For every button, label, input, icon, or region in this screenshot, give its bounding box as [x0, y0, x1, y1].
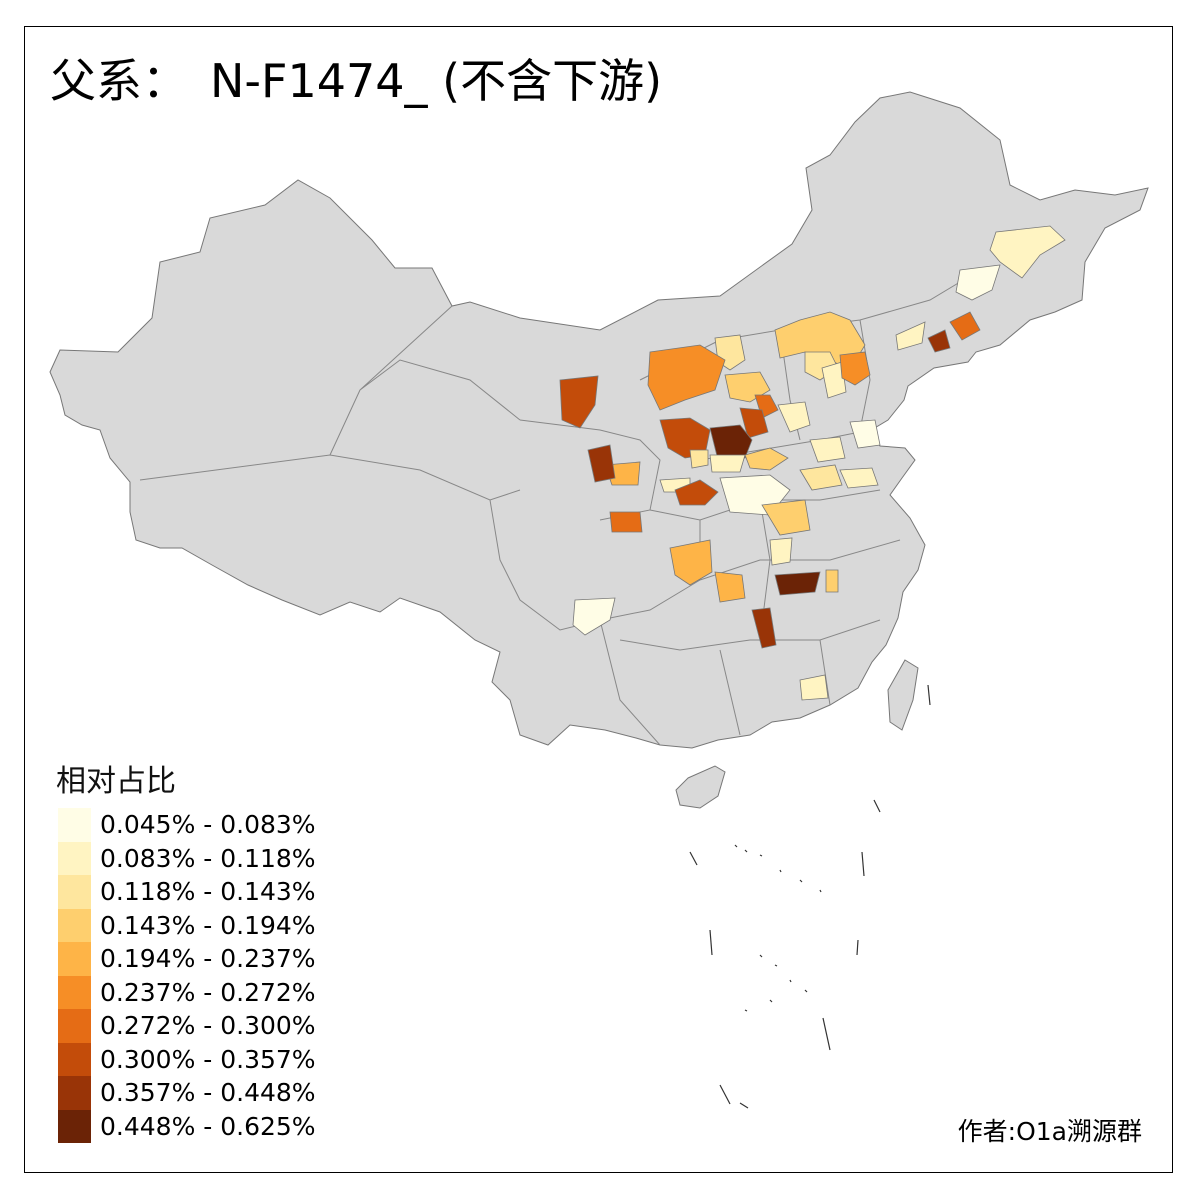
- region-18: [744, 447, 789, 471]
- map-title: 父系： N-F1474_ (不含下游): [50, 58, 662, 104]
- legend-item: 0.083% - 0.118%: [58, 841, 316, 875]
- legend-label: 0.143% - 0.194%: [100, 910, 316, 940]
- legend-swatch: [58, 942, 91, 976]
- legend-item: 0.237% - 0.272%: [58, 975, 316, 1009]
- region-14: [777, 401, 811, 433]
- region-26: [809, 436, 846, 463]
- legend-swatch: [58, 1042, 91, 1076]
- region-36: [751, 607, 777, 649]
- region-7: [821, 361, 847, 399]
- region-3: [927, 329, 951, 353]
- region-37: [572, 597, 616, 636]
- region-17: [709, 454, 746, 473]
- region-35: [825, 569, 839, 593]
- legend-label: 0.194% - 0.237%: [100, 944, 316, 974]
- taiwan-island: [887, 659, 919, 731]
- legend-label: 0.237% - 0.272%: [100, 977, 316, 1007]
- region-30: [674, 479, 719, 506]
- title-haplogroup: N-F1474_ (不含下游): [210, 54, 663, 108]
- legend-item: 0.118% - 0.143%: [58, 875, 316, 909]
- region-19: [559, 375, 599, 429]
- legend-label: 0.300% - 0.357%: [100, 1044, 316, 1074]
- author-credit: 作者:O1a溯源群: [957, 1117, 1142, 1146]
- legend-label: 0.357% - 0.448%: [100, 1078, 316, 1108]
- legend-swatch: [58, 875, 91, 909]
- legend-label: 0.272% - 0.300%: [100, 1011, 316, 1041]
- region-1: [955, 264, 1001, 301]
- legend-swatch: [58, 808, 91, 842]
- legend-item: 0.357% - 0.448%: [58, 1076, 316, 1110]
- region-2: [895, 321, 926, 351]
- hainan-island: [675, 765, 726, 809]
- legend-swatch: [58, 1009, 91, 1043]
- legend-swatch: [58, 908, 91, 942]
- region-29: [609, 511, 643, 533]
- legend-swatch: [58, 975, 91, 1009]
- region-13: [739, 407, 769, 439]
- region-22: [587, 444, 616, 483]
- legend-item: 0.194% - 0.237%: [58, 942, 316, 976]
- region-33: [714, 571, 746, 603]
- legend-item: 0.300% - 0.357%: [58, 1042, 316, 1076]
- region-39: [689, 449, 709, 469]
- title-prefix: 父系：: [50, 54, 188, 108]
- legend-label: 0.448% - 0.625%: [100, 1111, 316, 1141]
- china-mainland: [49, 91, 1149, 749]
- legend: 0.045% - 0.083% 0.083% - 0.118% 0.118% - 0…: [58, 808, 316, 1143]
- south-sea-islands: [689, 684, 931, 1109]
- legend-swatch: [58, 1109, 91, 1143]
- region-32: [769, 537, 793, 566]
- legend-label: 0.045% - 0.083%: [100, 810, 316, 840]
- region-31: [669, 539, 713, 586]
- region-38: [799, 674, 829, 701]
- region-8: [839, 351, 871, 386]
- region-34: [774, 571, 821, 596]
- region-24: [761, 499, 811, 536]
- legend-item: 0.143% - 0.194%: [58, 908, 316, 942]
- legend-swatch: [58, 1076, 91, 1110]
- legend-label: 0.118% - 0.143%: [100, 877, 316, 907]
- legend-item: 0.448% - 0.625%: [58, 1109, 316, 1143]
- legend-swatch: [58, 841, 91, 875]
- legend-item: 0.272% - 0.300%: [58, 1009, 316, 1043]
- legend-label: 0.083% - 0.118%: [100, 843, 316, 873]
- region-27: [849, 419, 881, 449]
- legend-item: 0.045% - 0.083%: [58, 808, 316, 842]
- region-25: [799, 464, 843, 491]
- region-10: [647, 344, 726, 411]
- region-0: [989, 225, 1066, 279]
- region-4: [949, 311, 981, 341]
- region-28: [839, 467, 879, 489]
- prefecture-regions: [559, 225, 1066, 701]
- legend-title: 相对占比: [56, 764, 176, 799]
